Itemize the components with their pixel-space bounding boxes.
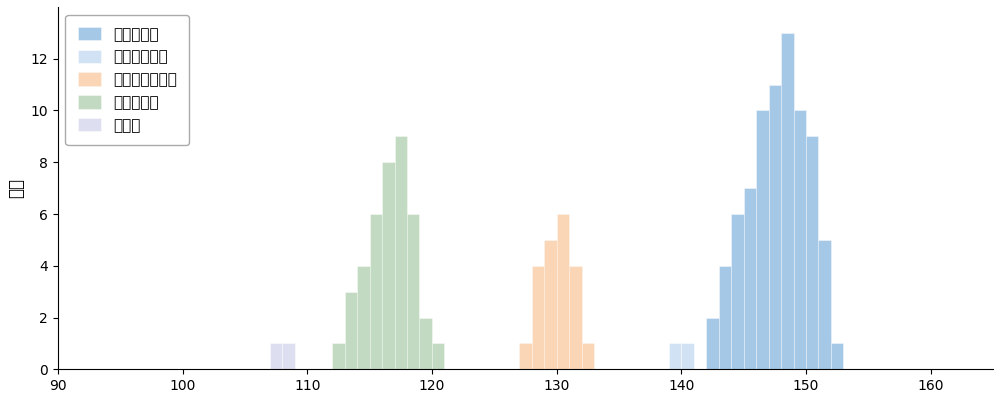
- Bar: [818, 240, 831, 369]
- Bar: [382, 162, 395, 369]
- Bar: [569, 266, 582, 369]
- Bar: [270, 344, 282, 369]
- Bar: [719, 266, 731, 369]
- Bar: [419, 318, 432, 369]
- Bar: [395, 136, 407, 369]
- Bar: [407, 214, 419, 369]
- Bar: [769, 84, 781, 369]
- Bar: [831, 344, 843, 369]
- Bar: [781, 33, 794, 369]
- Bar: [582, 344, 594, 369]
- Legend: ストレート, カットボール, チェンジアップ, スライダー, カーブ: ストレート, カットボール, チェンジアップ, スライダー, カーブ: [65, 14, 189, 145]
- Bar: [744, 188, 756, 369]
- Bar: [806, 136, 818, 369]
- Bar: [532, 266, 544, 369]
- Bar: [756, 110, 769, 369]
- Bar: [519, 344, 532, 369]
- Bar: [557, 214, 569, 369]
- Bar: [681, 344, 694, 369]
- Bar: [370, 214, 382, 369]
- Bar: [345, 292, 357, 369]
- Y-axis label: 球数: 球数: [7, 178, 25, 198]
- Bar: [706, 318, 719, 369]
- Bar: [357, 266, 370, 369]
- Bar: [731, 214, 744, 369]
- Bar: [282, 344, 295, 369]
- Bar: [332, 344, 345, 369]
- Bar: [794, 110, 806, 369]
- Bar: [544, 240, 557, 369]
- Bar: [669, 344, 681, 369]
- Bar: [432, 344, 444, 369]
